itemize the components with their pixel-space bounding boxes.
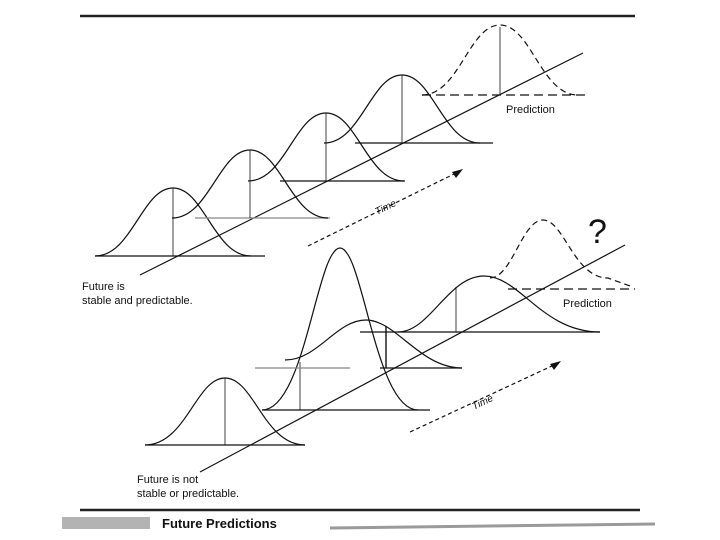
bottom-curve4	[397, 275, 601, 333]
bottom-panel	[144, 219, 635, 473]
bottom-caption-line2: stable or predictable.	[137, 488, 239, 500]
top-caption-line2: stable and predictable.	[82, 295, 193, 307]
footer-grey-band-right	[329, 522, 656, 530]
bottom-predicted-curve	[489, 219, 631, 287]
bottom-curve3	[284, 319, 463, 369]
top-prediction-label: Prediction	[506, 104, 555, 116]
top-time-axis	[139, 52, 584, 276]
top-panel	[94, 24, 588, 276]
bottom-prediction-label: Prediction	[563, 298, 612, 310]
top-predicted-curve	[421, 24, 579, 96]
bottom-time-arrow	[409, 364, 555, 433]
bottom-caption-line1: Future is not	[137, 474, 198, 486]
footer-grey-band-left	[62, 517, 150, 529]
footer-title: Future Predictions	[162, 516, 277, 531]
bottom-question-mark: ?	[588, 213, 607, 251]
bottom-time-arrowhead	[550, 361, 561, 370]
top-caption-line1: Future is	[82, 281, 125, 293]
bottom-curve2	[261, 247, 419, 411]
bottom-time-label: Time	[470, 393, 495, 413]
top-time-arrowhead	[452, 169, 463, 178]
bottom-time-axis	[199, 244, 626, 473]
top-time-label: Time	[373, 198, 398, 218]
